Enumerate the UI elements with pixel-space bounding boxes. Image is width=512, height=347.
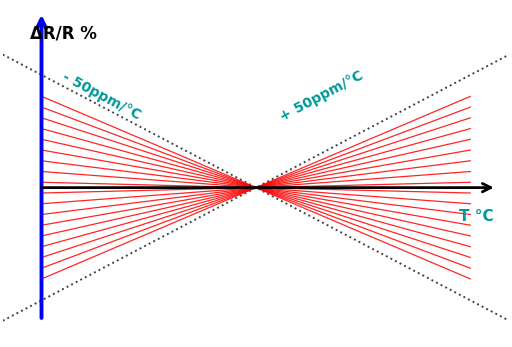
Text: ΔR/R %: ΔR/R % [30, 25, 96, 43]
Text: + 50ppm/°C: + 50ppm/°C [278, 68, 366, 124]
Text: T °C: T °C [459, 209, 493, 225]
Text: - 50ppm/°C: - 50ppm/°C [59, 70, 143, 123]
